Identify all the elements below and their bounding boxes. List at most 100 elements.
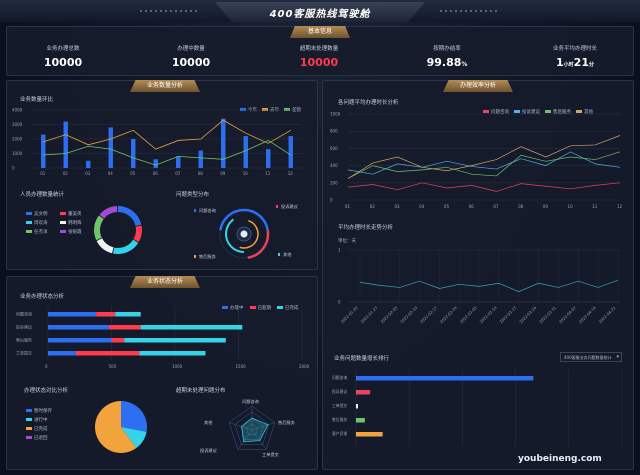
x-tick-label: 09 bbox=[543, 204, 549, 209]
x-tick-label: 01 bbox=[345, 204, 351, 209]
radar-axis bbox=[237, 429, 253, 450]
donut-slice bbox=[94, 215, 104, 241]
kpi-value: 99.88% bbox=[392, 56, 502, 69]
trend-chart: 0 1000 2000 3000 4000 01 02 03 04 05 06 07 08 09 10 11 1… bbox=[12, 108, 302, 176]
y-tick-label: 2000 bbox=[12, 137, 23, 142]
kpi-label: 按期办结率 bbox=[433, 46, 461, 52]
kpi-number: 10000 bbox=[299, 56, 339, 69]
x-tick-label: 2022-03-24 bbox=[518, 305, 538, 325]
staff-legend-label: 任杰洋 bbox=[34, 230, 48, 235]
ratio-legend: 暂时保存 进行中 已完成 已退回 bbox=[26, 408, 96, 444]
staff-legend-item: 吴文明 bbox=[26, 211, 60, 220]
chevron-down-icon: ▾ bbox=[616, 354, 619, 360]
ratio-legend-label: 进行中 bbox=[34, 418, 48, 423]
status-bar bbox=[75, 351, 140, 356]
trend-legend-item: 今年 bbox=[240, 108, 257, 113]
x-tick-label: 2022-03-17 bbox=[498, 305, 518, 325]
avg-legend-swatch bbox=[576, 110, 582, 113]
x-tick-label: 09 bbox=[220, 171, 226, 176]
status-legend-item: 已完成 bbox=[277, 306, 299, 311]
x-tick-label: 2022-01-20 bbox=[340, 305, 360, 325]
y-tick-label: 200 bbox=[330, 180, 338, 185]
section-tag-efficiency: 办理效率分析 bbox=[443, 80, 513, 92]
radar-title: 超期未处理问题分布 bbox=[176, 388, 226, 394]
business-status-panel bbox=[6, 276, 318, 470]
line-diff bbox=[43, 139, 291, 166]
issue-label: 售后服务 bbox=[199, 253, 217, 260]
radar-grid bbox=[240, 417, 264, 440]
y-tick-label: 4000 bbox=[12, 108, 23, 113]
status-legend-swatch bbox=[222, 306, 228, 309]
x-tick-label: 2022-03-03 bbox=[459, 305, 479, 325]
issue-label: 问题咨询 bbox=[199, 207, 216, 214]
x-tick-label: 02 bbox=[63, 171, 69, 176]
bar-today bbox=[288, 136, 293, 168]
status-legend: 办理中 已超期 已完成 bbox=[222, 294, 322, 313]
trend-legend: 今年 去年 差额 bbox=[240, 96, 320, 115]
y-tick-label: 3000 bbox=[12, 122, 23, 127]
gauge-arc bbox=[247, 230, 270, 259]
staff-legend-label: 韩明辉 bbox=[68, 221, 82, 226]
x-tick-label: 01 bbox=[40, 171, 46, 176]
status-bar bbox=[115, 312, 141, 317]
radar-axis bbox=[251, 422, 275, 431]
x-tick-label: 2000 bbox=[299, 364, 310, 369]
bar-today bbox=[221, 118, 226, 168]
x-tick-label: 11 bbox=[265, 171, 271, 176]
growth-dropdown[interactable]: 400客服业务问题数量统计 ▾ bbox=[560, 352, 622, 362]
donut-slice bbox=[96, 238, 114, 254]
x-tick-label: 04 bbox=[108, 171, 114, 176]
donut-slice bbox=[99, 206, 118, 219]
staff-title: 人员办理数量统计 bbox=[20, 192, 65, 198]
avg-series-line bbox=[347, 151, 621, 179]
x-tick-label: 12 bbox=[288, 171, 294, 176]
status-bar bbox=[48, 325, 109, 330]
status-legend-item: 办理中 bbox=[222, 306, 244, 311]
x-tick-label: 2022-03-31 bbox=[538, 305, 558, 325]
trend-legend-item: 差额 bbox=[284, 108, 301, 113]
growth-category-label: 问题咨询 bbox=[332, 375, 347, 380]
x-tick-label: 07 bbox=[493, 204, 499, 209]
avg-legend-swatch bbox=[514, 110, 520, 113]
category-label: 投诉建议 bbox=[16, 324, 32, 330]
staff-legend-item: 韩明辉 bbox=[60, 220, 94, 229]
y-tick-label: 1000 bbox=[12, 151, 23, 156]
x-tick-label: 07 bbox=[175, 171, 181, 176]
donut-slice bbox=[112, 239, 139, 254]
kpi-unit: % bbox=[461, 61, 468, 68]
x-tick-label: 2022-01-27 bbox=[359, 305, 379, 325]
avg-legend-swatch bbox=[545, 110, 551, 113]
staff-legend-item: 董美英 bbox=[60, 211, 94, 220]
staff-legend-item: 张银霞 bbox=[60, 229, 94, 238]
radar-axis bbox=[229, 422, 253, 431]
x-tick-label: 08 bbox=[518, 204, 524, 209]
trend-legend-swatch bbox=[284, 108, 290, 111]
avg-legend-item: 问题咨询 bbox=[483, 110, 509, 115]
status-legend-swatch bbox=[249, 306, 256, 309]
issue-label: 其他 bbox=[283, 251, 292, 258]
avg-legend-item: 其他 bbox=[576, 110, 593, 115]
gauge-arc bbox=[239, 219, 259, 249]
kpi-number: 10000 bbox=[171, 56, 211, 69]
trend-legend-label: 今年 bbox=[248, 108, 257, 113]
bar-today bbox=[266, 149, 271, 168]
kpi-unit: 分 bbox=[588, 62, 594, 68]
x-tick-label: 2022-03-10 bbox=[478, 305, 498, 325]
trend-legend-item: 去年 bbox=[262, 108, 279, 113]
growth-bar bbox=[356, 390, 371, 395]
avg-legend-label: 售后服务 bbox=[553, 110, 571, 115]
y-tick-label: 1 bbox=[338, 248, 341, 253]
issue-label: 投诉建议 bbox=[281, 203, 299, 210]
section-tag-basic: 基本信息 bbox=[290, 26, 350, 38]
ratio-legend-swatch bbox=[26, 427, 32, 430]
bar-today bbox=[243, 136, 248, 168]
avg-legend-item: 售后服务 bbox=[545, 110, 571, 115]
status-bar bbox=[139, 351, 206, 356]
x-tick-label: 08 bbox=[198, 171, 204, 176]
status-bar bbox=[140, 325, 243, 330]
staff-legend-label: 吴文明 bbox=[34, 212, 48, 217]
y-tick-label: 1000 bbox=[330, 112, 341, 117]
